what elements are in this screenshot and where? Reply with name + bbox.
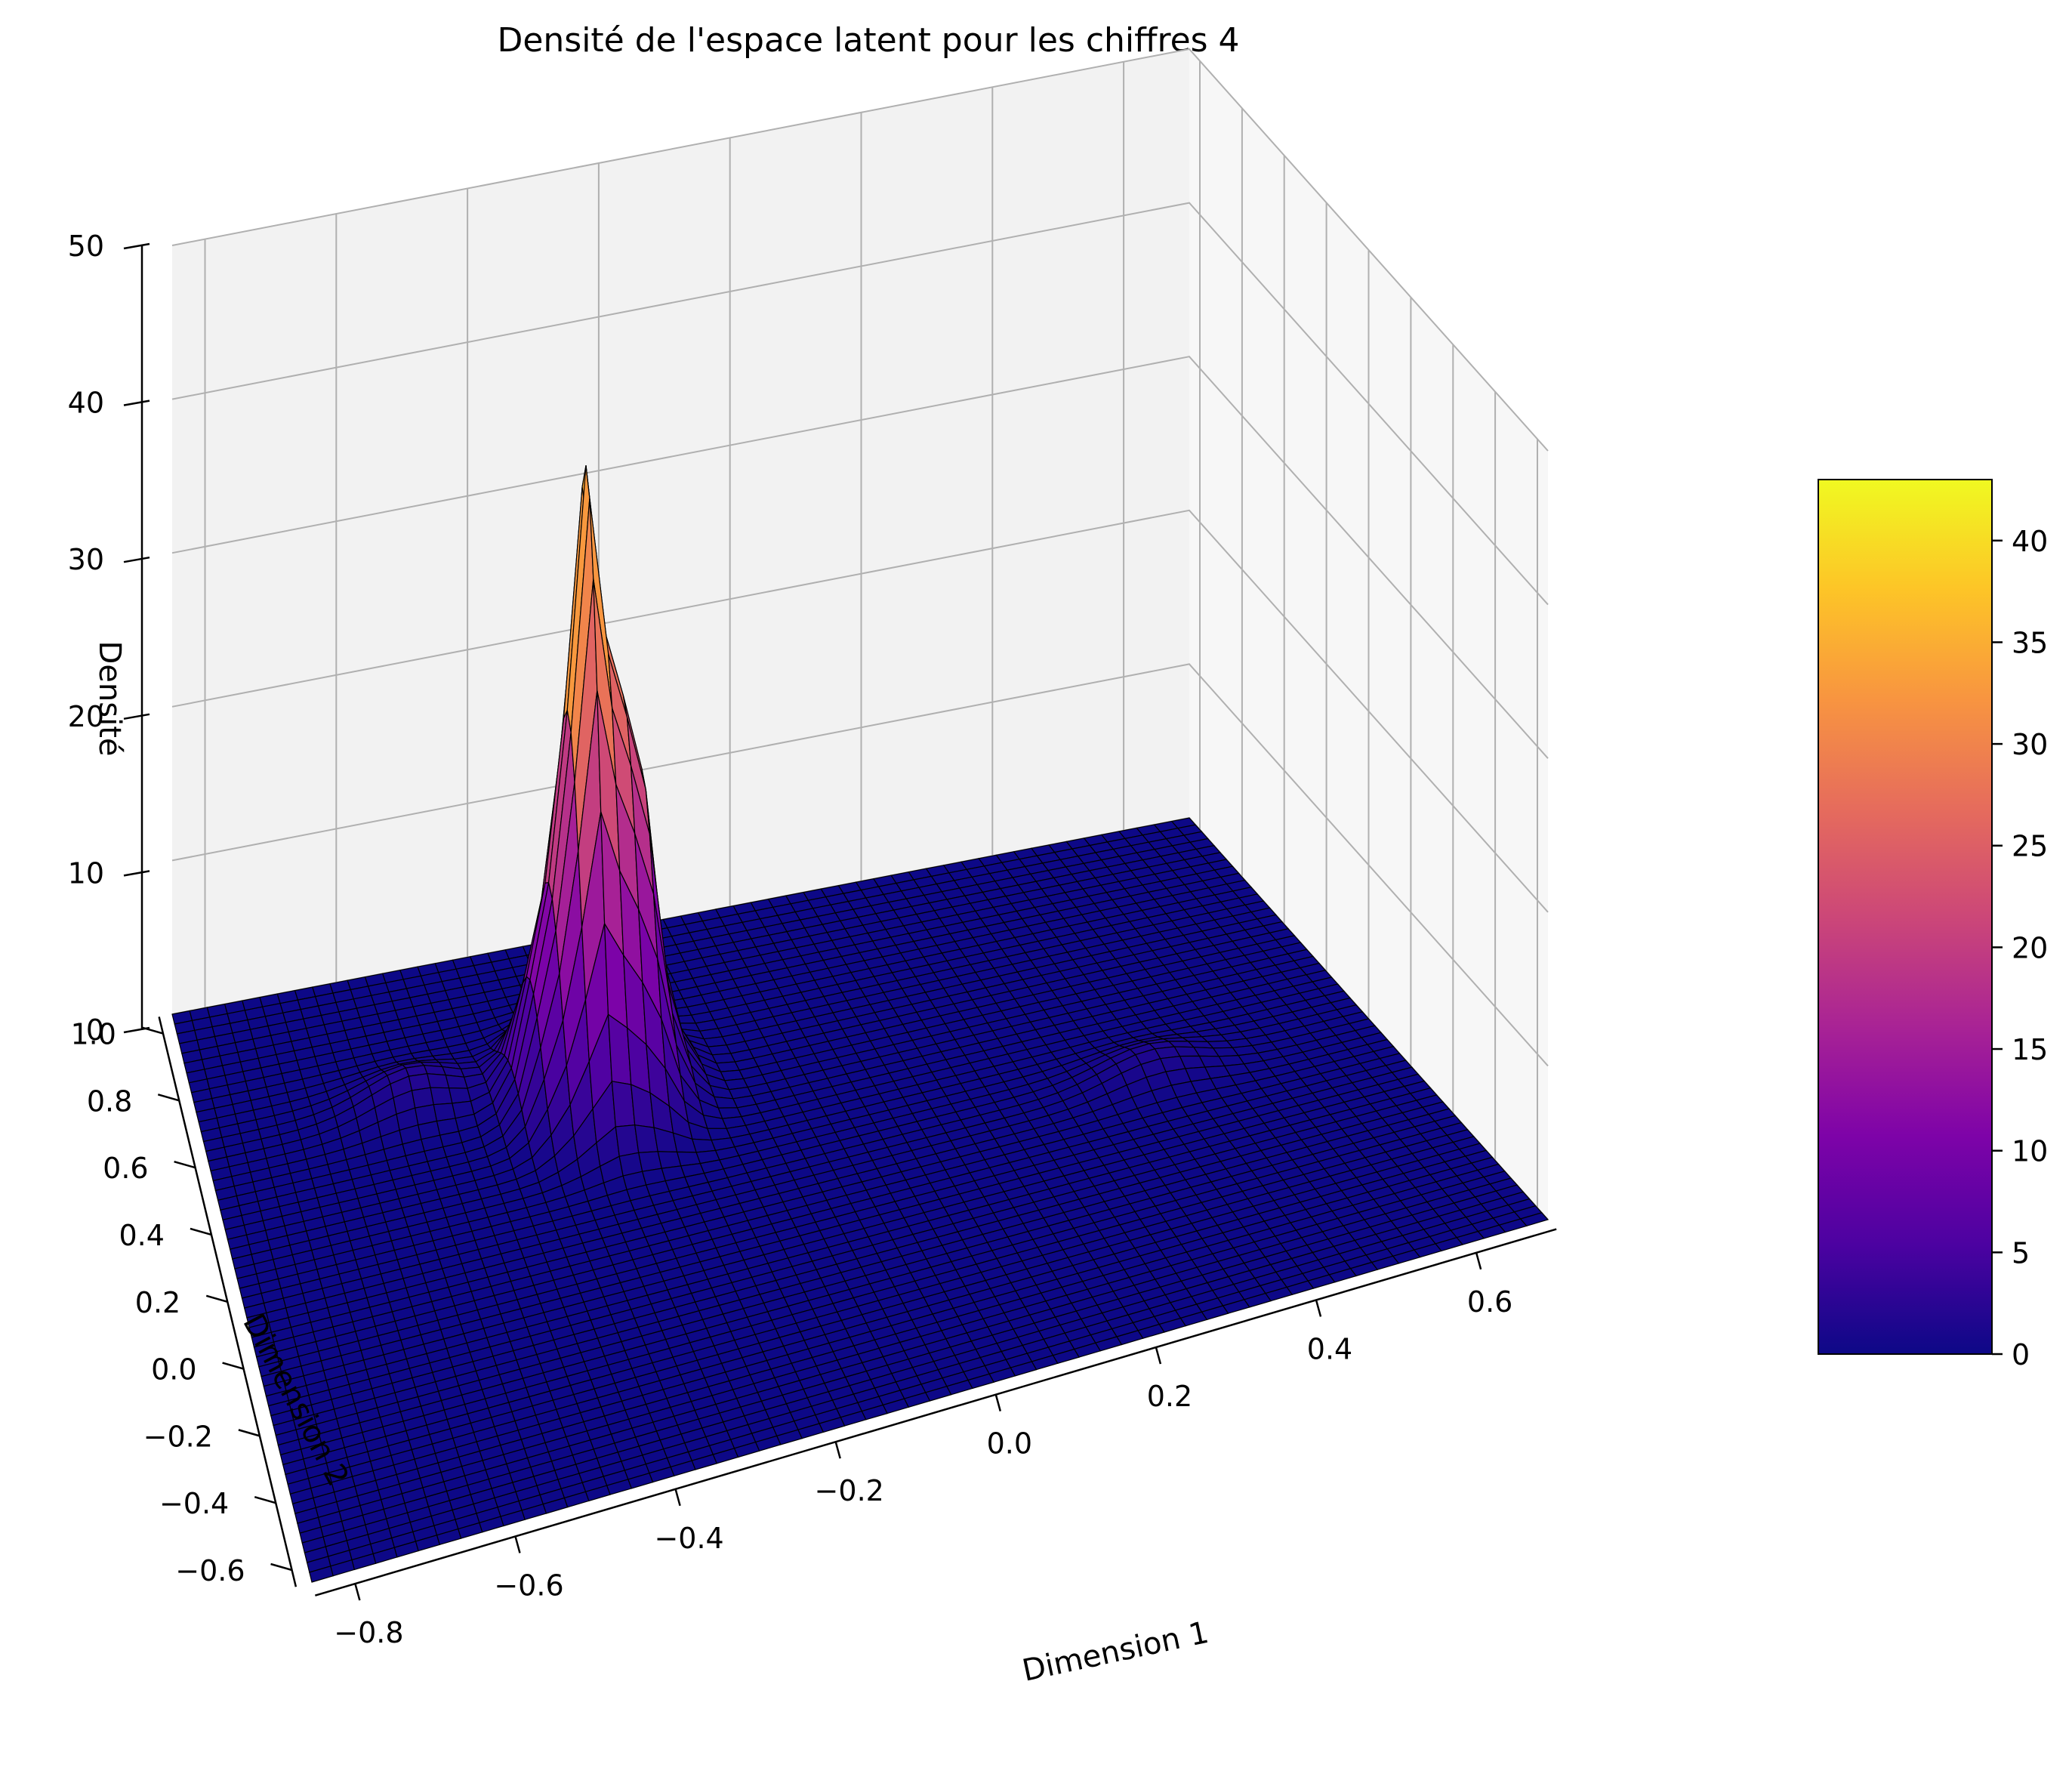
y-tick — [157, 1094, 180, 1102]
x-tick-label: 0.0 — [987, 1427, 1032, 1461]
z-tick — [123, 242, 150, 250]
colorbar-tick-label: 0 — [2012, 1338, 2030, 1371]
y-tick — [254, 1495, 276, 1504]
x-tick — [1315, 1300, 1322, 1317]
colorbar-ticks: 0 5 10 15 20 25 30 35 40 — [1992, 525, 2048, 1371]
z-tick-label: 40 — [68, 387, 104, 420]
y-tick-label: 0.2 — [135, 1286, 180, 1319]
y-tick — [190, 1227, 212, 1236]
x-tick-label: −0.6 — [494, 1569, 563, 1602]
x-tick — [514, 1536, 521, 1553]
x-tick-label: 0.4 — [1307, 1332, 1352, 1365]
x-axis-title: Dimension 1 — [1019, 1615, 1212, 1689]
x-tick-label: −0.2 — [815, 1474, 884, 1507]
x-axis-line — [314, 1228, 1557, 1596]
z-gridline — [171, 202, 1549, 606]
x-tick — [354, 1583, 361, 1601]
y-tick-label: −0.4 — [159, 1487, 229, 1520]
z-axis-title: Densité — [92, 640, 127, 756]
z-tick — [123, 556, 150, 563]
x-tick — [1155, 1347, 1162, 1365]
colorbar-tick-label: 25 — [2012, 830, 2048, 863]
y-tick-label: −0.2 — [143, 1420, 213, 1453]
z-gridline — [171, 509, 1549, 913]
chart-title: Densité de l'espace latent pour les chif… — [497, 21, 1239, 60]
x-tick — [674, 1488, 681, 1507]
z-tick-label: 10 — [68, 856, 104, 890]
y-tick-label: 0.8 — [87, 1084, 132, 1118]
z-tick — [123, 713, 150, 720]
z-gridline — [171, 663, 1549, 1067]
x-tick-label: 0.6 — [1467, 1285, 1512, 1319]
x-tick-label: 0.2 — [1147, 1380, 1192, 1413]
y-tick-label: −0.6 — [175, 1554, 245, 1587]
z-tick — [123, 1026, 150, 1034]
colorbar-tick-label: 35 — [2012, 626, 2048, 659]
y-tick-label: 0.6 — [103, 1152, 148, 1185]
surface-facet — [430, 1087, 453, 1106]
z-tick-label: 50 — [68, 230, 104, 263]
y-tick — [238, 1429, 261, 1437]
y-tick — [205, 1294, 228, 1303]
density-surface — [171, 465, 1549, 1583]
back-pane — [172, 49, 1189, 1014]
y-tick — [222, 1362, 244, 1370]
x-tick-label: −0.8 — [334, 1616, 403, 1649]
z-gridline — [171, 48, 1549, 452]
x-tick-label: −0.4 — [654, 1522, 723, 1555]
z-tick-label: 30 — [68, 543, 104, 576]
colorbar-tick-label: 30 — [2012, 728, 2048, 761]
colorbar-tick-label: 20 — [2012, 931, 2048, 964]
y-tick — [270, 1563, 292, 1572]
colorbar-tick-label: 5 — [2012, 1236, 2030, 1269]
colorbar-tick-label: 40 — [2012, 525, 2048, 558]
colorbar-tick-label: 15 — [2012, 1033, 2048, 1066]
x-tick — [1475, 1252, 1482, 1270]
colorbar-gradient — [1818, 479, 1993, 1355]
x-tick — [994, 1394, 1002, 1411]
z-tick — [123, 870, 150, 877]
x-tick — [834, 1441, 841, 1459]
z-gridline — [171, 356, 1549, 759]
y-tick-label: 0.4 — [119, 1219, 164, 1252]
y-tick-label: 0.0 — [151, 1353, 196, 1387]
y-tick — [174, 1160, 196, 1169]
colorbar: 0 5 10 15 20 25 30 35 40 — [1818, 479, 2048, 1371]
z-tick-label: 0 — [86, 1013, 104, 1047]
z-tick — [123, 399, 150, 406]
colorbar-tick-label: 10 — [2012, 1135, 2048, 1168]
